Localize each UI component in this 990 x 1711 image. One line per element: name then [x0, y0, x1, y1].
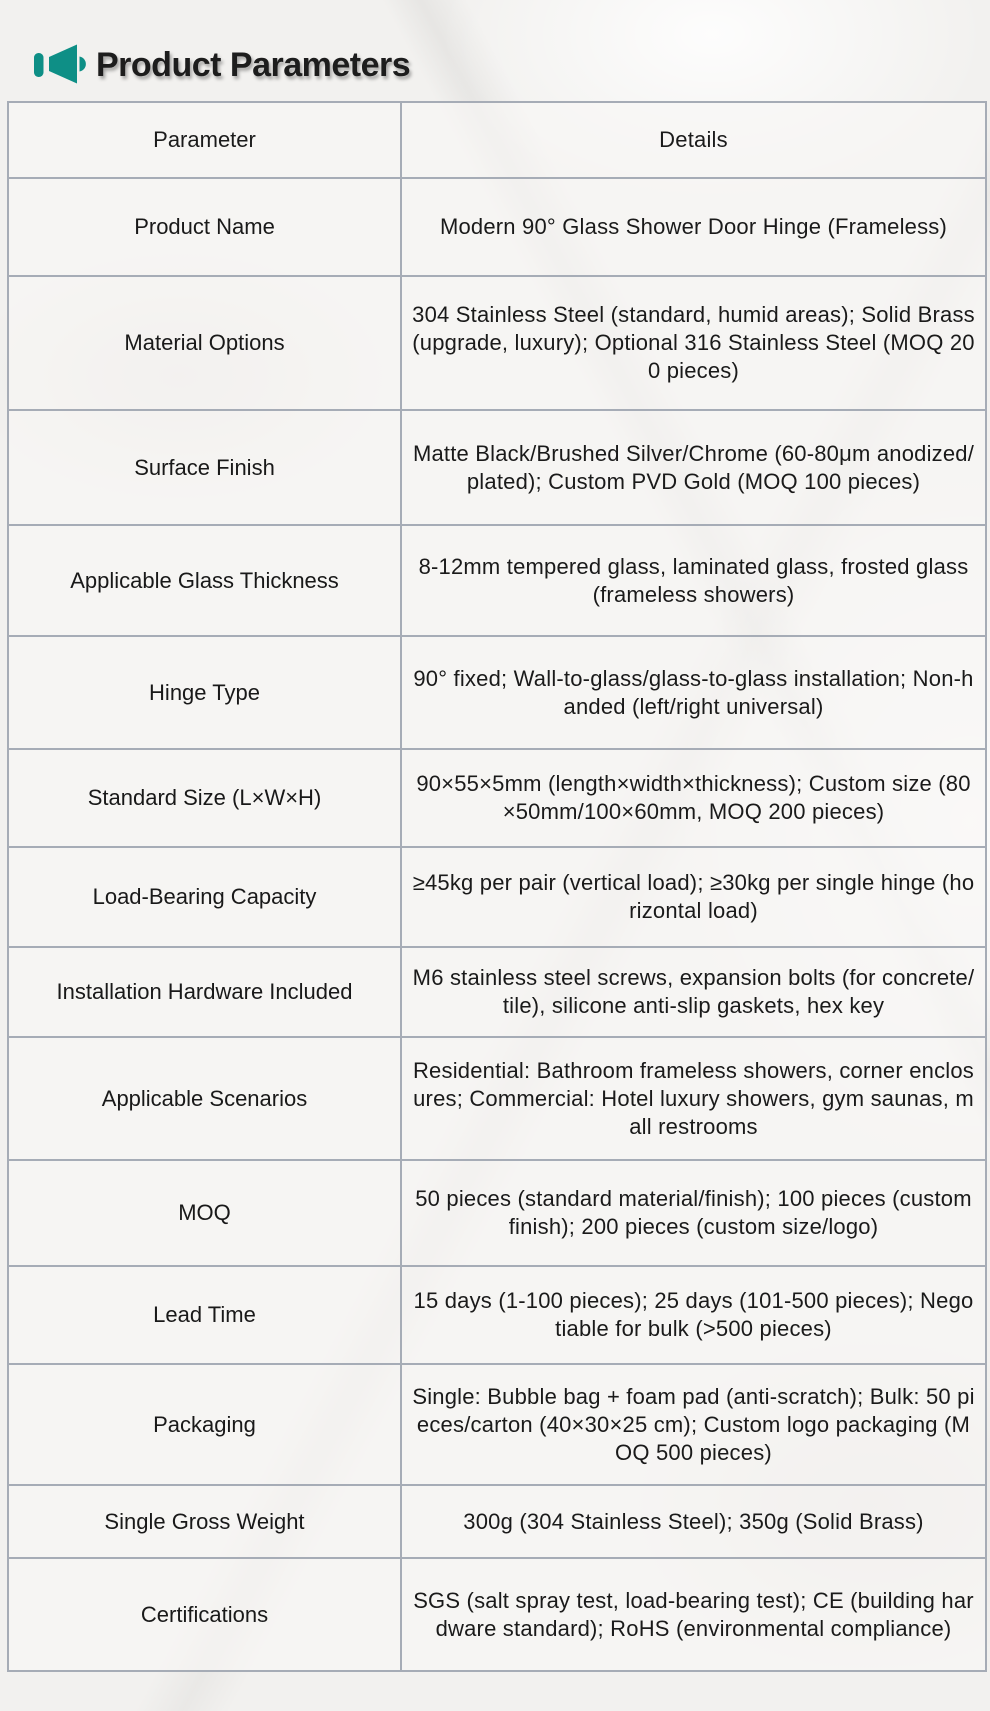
parameter-cell-text: Material Options — [124, 330, 285, 355]
table-row: Applicable Scenarios Residential: Bathro… — [9, 1036, 985, 1159]
parameter-cell-text: Single Gross Weight — [104, 1508, 305, 1534]
details-cell: 90° fixed; Wall-to-glass/glass-to-glass … — [402, 637, 985, 748]
details-cell-text: ≥45kg per pair (vertical load); ≥30kg pe… — [412, 870, 975, 923]
details-cell-text: M6 stainless steel screws, expansion bol… — [412, 965, 975, 1018]
details-cell: 50 pieces (standard material/finish); 10… — [402, 1161, 985, 1265]
parameter-cell-text: Certifications — [140, 1601, 269, 1627]
table-row: Product Name Modern 90° Glass Shower Doo… — [9, 177, 985, 275]
table-row: Material Options 304 Stainless Steel (st… — [9, 275, 985, 409]
table-row: Certifications SGS (salt spray test, loa… — [9, 1557, 985, 1670]
parameter-cell: Load-Bearing Capacity — [9, 848, 402, 946]
details-cell: 15 days (1-100 pieces); 25 days (101-500… — [402, 1267, 985, 1363]
parameter-cell-text: Installation Hardware Included — [56, 979, 353, 1004]
parameter-cell-text: Product Name — [134, 214, 275, 239]
parameter-cell: Surface Finish — [9, 411, 402, 524]
table-row: Standard Size (L×W×H) 90×55×5mm (length×… — [9, 748, 985, 846]
parameter-cell: MOQ — [9, 1161, 402, 1265]
parameter-cell-text: Surface Finish — [134, 454, 275, 480]
parameter-cell-text: Lead Time — [153, 1302, 256, 1327]
parameter-cell-text: Load-Bearing Capacity — [92, 884, 317, 909]
details-cell: 300g (304 Stainless Steel); 350g (Solid … — [402, 1486, 985, 1557]
speaker-icon — [33, 42, 86, 86]
parameter-cell-text: MOQ — [178, 1200, 231, 1225]
details-cell-text: Modern 90° Glass Shower Door Hinge (Fram… — [439, 214, 948, 239]
details-cell-text: 300g (304 Stainless Steel); 350g (Solid … — [463, 1508, 924, 1534]
table-row: Surface Finish Matte Black/Brushed Silve… — [9, 409, 985, 524]
parameter-cell: Installation Hardware Included — [9, 948, 402, 1036]
details-cell: Single: Bubble bag + foam pad (anti-scra… — [402, 1365, 985, 1484]
parameter-column-header: Parameter — [9, 103, 402, 177]
details-cell: M6 stainless steel screws, expansion bol… — [402, 948, 985, 1036]
table-header-row: Parameter Details — [9, 103, 985, 177]
parameter-cell: Applicable Scenarios — [9, 1038, 402, 1159]
parameter-cell-text: Packaging — [153, 1411, 256, 1437]
parameter-column-header-text: Parameter — [153, 127, 256, 152]
details-cell-text: 304 Stainless Steel (standard, humid are… — [412, 302, 975, 383]
details-cell: 8-12mm tempered glass, laminated glass, … — [402, 526, 985, 635]
details-cell-text: 90×55×5mm (length×width×thickness); Cust… — [416, 771, 971, 824]
details-cell-text: SGS (salt spray test, load-bearing test)… — [413, 1587, 974, 1641]
parameter-cell: Standard Size (L×W×H) — [9, 750, 402, 846]
parameter-cell-text: Applicable Scenarios — [101, 1085, 308, 1111]
table-row: MOQ 50 pieces (standard material/finish)… — [9, 1159, 985, 1265]
parameter-cell: Applicable Glass Thickness — [9, 526, 402, 635]
details-cell: Matte Black/Brushed Silver/Chrome (60-80… — [402, 411, 985, 524]
parameter-cell: Certifications — [9, 1559, 402, 1670]
section-title: Product Parameters — [96, 46, 411, 84]
parameter-cell: Lead Time — [9, 1267, 402, 1363]
details-cell-text: 15 days (1-100 pieces); 25 days (101-500… — [413, 1288, 974, 1341]
parameter-cell-text: Applicable Glass Thickness — [70, 567, 339, 593]
section-header: Product Parameters — [33, 42, 411, 86]
parameter-cell: Hinge Type — [9, 637, 402, 748]
table-row: Lead Time 15 days (1-100 pieces); 25 day… — [9, 1265, 985, 1363]
parameter-cell: Material Options — [9, 277, 402, 409]
parameters-table: Parameter Details Product Name Modern 90… — [7, 101, 987, 1672]
details-cell-text: 8-12mm tempered glass, laminated glass, … — [418, 553, 969, 607]
details-cell-text: Residential: Bathroom frameless showers,… — [412, 1057, 975, 1139]
table-body: Product Name Modern 90° Glass Shower Doo… — [9, 177, 985, 1670]
details-cell-text: Matte Black/Brushed Silver/Chrome (60-80… — [412, 440, 975, 494]
details-cell: ≥45kg per pair (vertical load); ≥30kg pe… — [402, 848, 985, 946]
details-cell: 304 Stainless Steel (standard, humid are… — [402, 277, 985, 409]
details-cell: Modern 90° Glass Shower Door Hinge (Fram… — [402, 179, 985, 275]
table-row: Installation Hardware Included M6 stainl… — [9, 946, 985, 1036]
details-cell-text: 50 pieces (standard material/finish); 10… — [415, 1186, 972, 1239]
table-row: Applicable Glass Thickness 8-12mm temper… — [9, 524, 985, 635]
table-row: Hinge Type 90° fixed; Wall-to-glass/glas… — [9, 635, 985, 748]
details-cell-text: Single: Bubble bag + foam pad (anti-scra… — [412, 1383, 975, 1465]
details-cell: SGS (salt spray test, load-bearing test)… — [402, 1559, 985, 1670]
table-row: Single Gross Weight 300g (304 Stainless … — [9, 1484, 985, 1557]
parameter-cell: Single Gross Weight — [9, 1486, 402, 1557]
details-cell: Residential: Bathroom frameless showers,… — [402, 1038, 985, 1159]
parameter-cell-text: Hinge Type — [149, 679, 260, 705]
parameter-cell-text: Standard Size (L×W×H) — [87, 785, 322, 810]
table-row: Packaging Single: Bubble bag + foam pad … — [9, 1363, 985, 1484]
table-row: Load-Bearing Capacity ≥45kg per pair (ve… — [9, 846, 985, 946]
parameter-cell: Product Name — [9, 179, 402, 275]
details-column-header: Details — [402, 103, 985, 177]
parameter-cell: Packaging — [9, 1365, 402, 1484]
details-column-header-text: Details — [659, 127, 728, 152]
details-cell-text: 90° fixed; Wall-to-glass/glass-to-glass … — [413, 665, 974, 719]
details-cell: 90×55×5mm (length×width×thickness); Cust… — [402, 750, 985, 846]
